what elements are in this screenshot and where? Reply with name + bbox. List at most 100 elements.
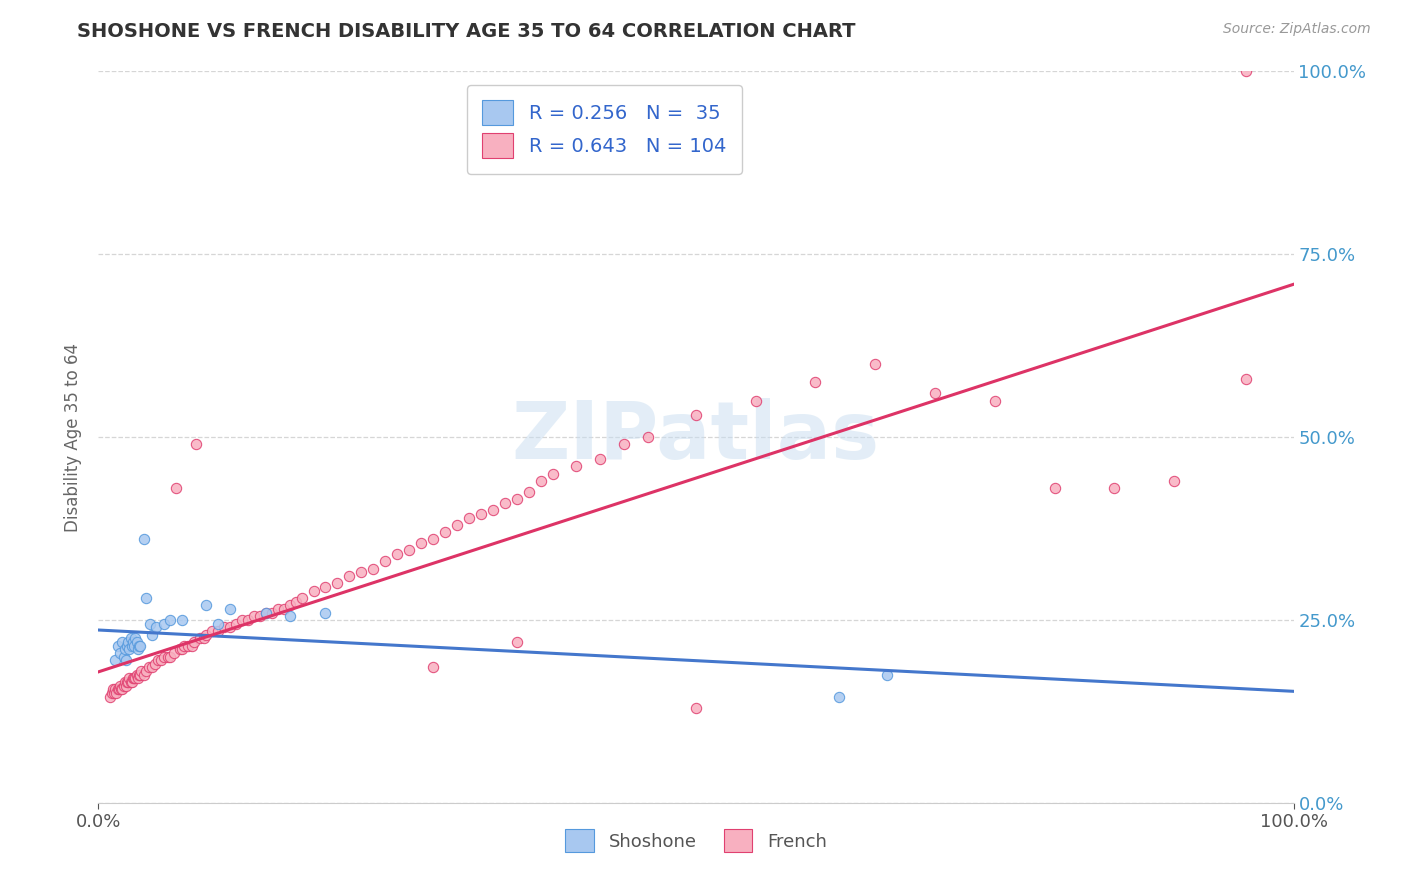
Point: [125, 635, 148, 649]
Point: [145, 620, 167, 634]
Point: [1163, 474, 1185, 488]
Point: [163, 646, 186, 660]
Text: ZIPatlas: ZIPatlas: [512, 398, 880, 476]
Point: [122, 672, 145, 686]
Point: [924, 386, 946, 401]
Point: [315, 606, 337, 620]
Point: [637, 430, 659, 444]
Point: [565, 459, 588, 474]
Point: [125, 667, 148, 681]
Point: [219, 620, 242, 634]
Point: [139, 616, 162, 631]
Point: [108, 646, 131, 660]
Text: SHOSHONE VS FRENCH DISABILITY AGE 35 TO 64 CORRELATION CHART: SHOSHONE VS FRENCH DISABILITY AGE 35 TO …: [77, 22, 856, 41]
Point: [411, 536, 433, 550]
Point: [159, 613, 181, 627]
Point: [122, 635, 145, 649]
Point: [201, 624, 224, 638]
Point: [124, 639, 146, 653]
Point: [828, 690, 851, 704]
Point: [363, 562, 385, 576]
Point: [745, 393, 768, 408]
Point: [876, 667, 898, 681]
Point: [120, 632, 142, 646]
Point: [124, 672, 146, 686]
Point: [165, 481, 187, 495]
Point: [110, 682, 132, 697]
Point: [143, 657, 166, 671]
Point: [1104, 481, 1126, 495]
Point: [132, 667, 155, 681]
Point: [865, 357, 887, 371]
Point: [481, 503, 505, 517]
Point: [107, 639, 129, 653]
Point: [148, 653, 170, 667]
Point: [517, 485, 540, 500]
Point: [339, 569, 361, 583]
Point: [159, 649, 181, 664]
Point: [278, 599, 301, 613]
Point: [149, 653, 172, 667]
Point: [107, 682, 129, 697]
Point: [135, 591, 157, 605]
Point: [101, 682, 124, 697]
Text: Source: ZipAtlas.com: Source: ZipAtlas.com: [1223, 22, 1371, 37]
Point: [107, 682, 129, 697]
Point: [169, 642, 191, 657]
Point: [172, 642, 194, 657]
Point: [1234, 64, 1257, 78]
Point: [135, 664, 157, 678]
Point: [260, 606, 283, 620]
Point: [188, 632, 211, 646]
Point: [128, 639, 150, 653]
Point: [124, 672, 146, 686]
Point: [278, 609, 301, 624]
Point: [114, 642, 136, 657]
Point: [117, 675, 139, 690]
Point: [118, 642, 141, 657]
Point: [121, 639, 143, 653]
Point: [249, 609, 271, 624]
Point: [104, 682, 127, 697]
Point: [212, 620, 235, 634]
Point: [1234, 371, 1257, 385]
Point: [129, 667, 152, 681]
Point: [120, 675, 142, 690]
Point: [118, 672, 141, 686]
Point: [207, 624, 229, 638]
Point: [112, 649, 135, 664]
Point: [291, 591, 314, 605]
Point: [302, 583, 325, 598]
Point: [127, 672, 149, 686]
Point: [180, 639, 202, 653]
Point: [685, 408, 707, 422]
Point: [243, 609, 266, 624]
Point: [422, 533, 444, 547]
Point: [121, 675, 143, 690]
Point: [422, 660, 444, 674]
Point: [236, 613, 259, 627]
Point: [541, 467, 564, 481]
Point: [589, 452, 612, 467]
Point: [141, 627, 163, 641]
Point: [374, 554, 396, 568]
Point: [129, 639, 152, 653]
Point: [103, 686, 125, 700]
Point: [108, 679, 131, 693]
Point: [132, 533, 155, 547]
Point: [138, 660, 160, 674]
Point: [183, 635, 205, 649]
Point: [273, 602, 295, 616]
Point: [186, 437, 208, 451]
Point: [231, 613, 253, 627]
Point: [112, 679, 135, 693]
Point: [193, 632, 215, 646]
Point: [804, 376, 827, 390]
Point: [173, 639, 195, 653]
Point: [219, 602, 242, 616]
Point: [207, 616, 229, 631]
Point: [506, 635, 529, 649]
Point: [506, 492, 529, 507]
Point: [131, 664, 153, 678]
Point: [350, 566, 373, 580]
